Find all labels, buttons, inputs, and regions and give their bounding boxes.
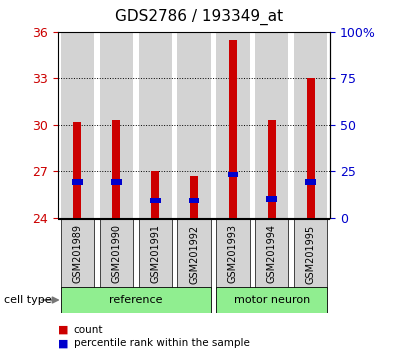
Text: motor neuron: motor neuron [234,295,310,305]
Text: GSM201992: GSM201992 [189,224,199,284]
Bar [190,176,198,218]
Text: GDS2786 / 193349_at: GDS2786 / 193349_at [115,9,283,25]
Bar [267,120,276,218]
Bar [73,122,82,218]
Text: reference: reference [109,295,162,305]
Bar [178,219,211,289]
Bar [267,196,277,202]
Text: GSM201995: GSM201995 [306,224,316,284]
Text: percentile rank within the sample: percentile rank within the sample [74,338,250,348]
Bar [228,172,238,177]
Bar [256,219,289,289]
Bar [72,179,83,185]
Bar [217,287,328,313]
Text: ■: ■ [58,325,68,335]
Bar [189,198,199,204]
Bar [217,219,250,289]
Bar [139,32,172,218]
Text: GSM201989: GSM201989 [72,224,82,284]
Bar [178,32,211,218]
Text: GSM201991: GSM201991 [150,224,160,284]
Bar [151,171,159,218]
Bar [60,219,94,289]
Bar [100,219,133,289]
Bar [111,179,121,185]
Text: GSM201993: GSM201993 [228,224,238,284]
Bar [306,78,315,218]
Bar [139,219,172,289]
Bar [150,198,160,204]
Bar [112,120,121,218]
Bar [294,32,328,218]
Bar [60,32,94,218]
Bar [229,40,237,218]
Text: ■: ■ [58,338,68,348]
Bar [294,219,328,289]
Bar [256,32,289,218]
Bar [217,32,250,218]
Text: count: count [74,325,103,335]
Text: GSM201990: GSM201990 [111,224,121,284]
Bar [60,287,211,313]
Text: cell type: cell type [4,295,52,305]
Bar [100,32,133,218]
Bar [305,179,316,185]
Text: GSM201994: GSM201994 [267,224,277,284]
